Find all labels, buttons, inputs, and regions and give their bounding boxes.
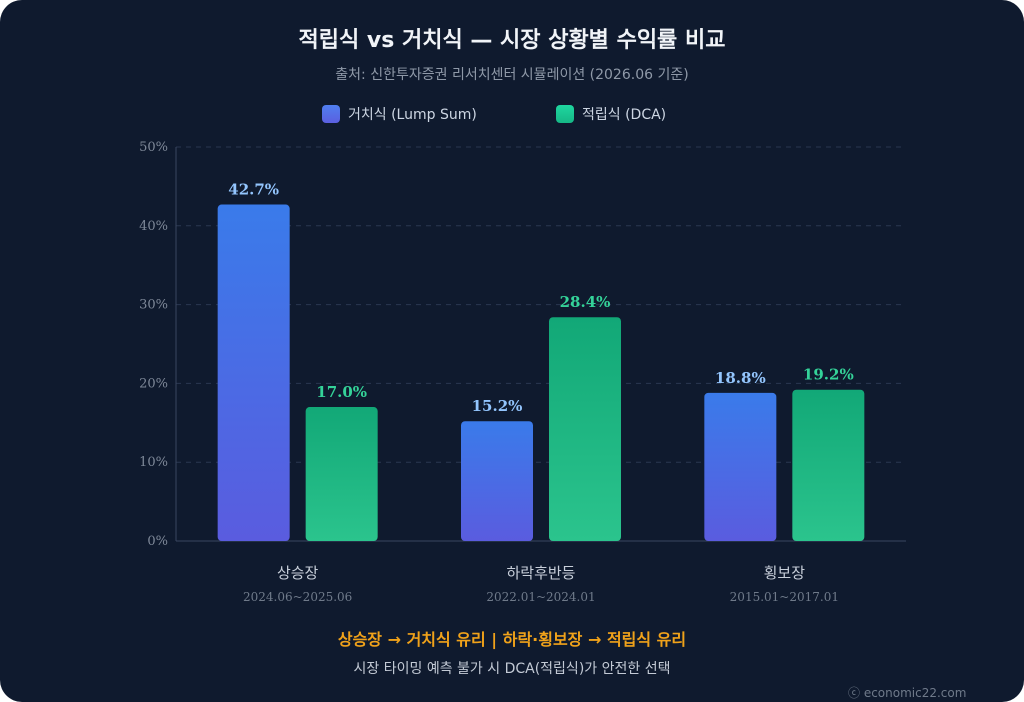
- x-category-period: 2022.01~2024.01: [486, 590, 595, 604]
- x-category-period: 2024.06~2025.06: [243, 590, 352, 604]
- note-text: 시장 타이밍 예측 불가 시 DCA(적립식)가 안전한 선택: [353, 661, 671, 677]
- bar-dca: [549, 317, 621, 541]
- legend-swatch-dca: [556, 105, 574, 123]
- x-category-label: 상승장: [277, 564, 319, 582]
- bar-lump-sum: [704, 392, 777, 541]
- data-label-dca: 17.0%: [316, 383, 367, 401]
- x-category-label: 하락후반등: [506, 564, 575, 582]
- conclusion-text: 상승장 → 거치식 유리 | 하락·횡보장 → 적립식 유리: [337, 630, 687, 649]
- data-label-lump-sum: 42.7%: [228, 181, 279, 199]
- data-label-dca: 19.2%: [803, 366, 854, 384]
- data-label-dca: 28.4%: [560, 293, 611, 311]
- y-tick-label: 50%: [139, 140, 168, 155]
- data-label-lump-sum: 15.2%: [472, 397, 523, 415]
- legend-item-dca: 적립식 (DCA): [556, 104, 666, 124]
- bar-dca: [305, 407, 378, 541]
- legend-item-lump-sum: 거치식 (Lump Sum): [322, 104, 477, 124]
- legend-label-lump-sum: 거치식 (Lump Sum): [348, 107, 477, 123]
- bar-lump-sum: [217, 204, 290, 542]
- y-tick-label: 30%: [139, 298, 168, 313]
- legend-label-dca: 적립식 (DCA): [582, 107, 667, 123]
- y-tick-label: 10%: [139, 455, 168, 470]
- y-tick-label: 20%: [139, 376, 168, 391]
- chart-title: 적립식 vs 거치식 — 시장 상황별 수익률 비교: [298, 28, 726, 53]
- chart-legend: 거치식 (Lump Sum) 적립식 (DCA): [0, 104, 1024, 124]
- data-label-lump-sum: 18.8%: [715, 369, 766, 387]
- y-tick-label: 40%: [139, 219, 168, 234]
- copyright-watermark: ⓒ economic22.com: [848, 686, 967, 700]
- bar-chart: 0% 10% 20% 30% 40% 50% 42.7% 17.0% 상승장 2024.06~20…: [139, 140, 906, 604]
- bar-lump-sum: [461, 421, 533, 541]
- x-category-period: 2015.01~2017.01: [730, 590, 839, 604]
- x-category-label: 횡보장: [764, 564, 806, 582]
- legend-swatch-lump-sum: [322, 105, 340, 123]
- y-tick-label: 0%: [147, 534, 168, 549]
- chart-subtitle: 출처: 신한투자증권 리서치센터 시뮬레이션 (2026.06 기준): [335, 67, 689, 83]
- bar-dca: [792, 389, 865, 541]
